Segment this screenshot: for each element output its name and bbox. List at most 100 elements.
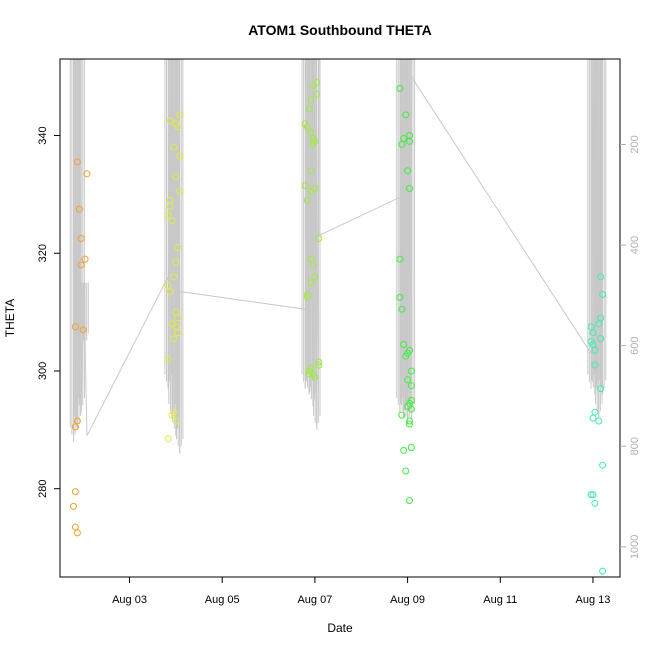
data-point: [164, 282, 172, 290]
data-point: [172, 417, 180, 425]
data-point: [315, 361, 323, 369]
data-point: [311, 273, 319, 281]
y-tick-label: 300: [37, 362, 49, 380]
y-axis-label: THETA: [3, 299, 17, 337]
data-point: [73, 529, 81, 537]
data-point: [589, 329, 597, 337]
data-point: [597, 273, 605, 281]
data-point: [305, 370, 313, 378]
data-point: [398, 140, 406, 148]
data-point: [309, 82, 317, 89]
y-tick-label: 320: [37, 244, 49, 262]
plot-frame: [59, 58, 621, 578]
data-point: [71, 423, 79, 431]
data-point: [595, 320, 603, 328]
data-point: [599, 461, 607, 469]
profile-path: [73, 58, 604, 454]
data-point: [402, 111, 410, 119]
right-tick-label: 400: [629, 236, 641, 254]
data-point: [402, 467, 410, 475]
data-point: [311, 373, 319, 381]
data-point: [396, 293, 404, 301]
data-point: [587, 323, 595, 331]
data-point: [170, 335, 178, 343]
data-point: [309, 140, 317, 148]
data-point: [77, 261, 85, 269]
data-point: [79, 326, 87, 334]
data-point: [307, 187, 315, 195]
data-point: [164, 355, 172, 363]
data-point: [172, 258, 180, 266]
y-tick-label: 280: [37, 480, 49, 498]
data-point: [301, 182, 309, 190]
data-point: [307, 96, 315, 104]
data-point: [396, 255, 404, 263]
data-point: [71, 523, 79, 531]
data-point: [398, 305, 406, 313]
data-point: [406, 417, 413, 425]
data-point: [307, 255, 315, 263]
data-point: [164, 211, 172, 219]
x-axis-label: Date: [327, 621, 353, 635]
right-tick-label: 600: [629, 336, 641, 354]
data-point: [77, 235, 85, 242]
y-tick-label: 340: [37, 126, 49, 144]
data-point: [591, 346, 599, 354]
data-point: [591, 361, 599, 369]
data-point: [170, 273, 178, 281]
data-point: [172, 173, 180, 181]
profile-line-layer: [69, 58, 607, 454]
data-point: [71, 488, 79, 496]
data-point: [305, 105, 313, 113]
data-point: [400, 446, 408, 454]
data-point: [166, 288, 174, 295]
data-point: [303, 291, 311, 298]
data-point: [307, 167, 315, 175]
data-point: [168, 411, 176, 419]
data-point: [407, 405, 415, 413]
data-point: [315, 235, 323, 242]
x-tick-label: Aug 09: [390, 594, 425, 606]
y-axis: 280 300 320 340: [37, 126, 60, 498]
x-axis: Aug 03 Aug 05 Aug 07 Aug 09 Aug 11 Aug 13: [112, 577, 610, 606]
chart-title: ATOM1 Southbound THETA: [248, 22, 432, 38]
data-point: [303, 293, 311, 301]
data-point: [587, 491, 595, 499]
data-point: [398, 411, 406, 419]
data-point: [83, 170, 91, 178]
right-tick-label: 1000: [629, 535, 641, 559]
data-point: [164, 435, 172, 443]
data-point: [406, 185, 413, 192]
data-point: [176, 152, 184, 160]
data-point: [174, 314, 182, 322]
x-tick-label: Aug 03: [112, 594, 147, 606]
data-point: [307, 279, 315, 287]
data-point: [407, 367, 415, 375]
right-axis: 200 400 600 800 1000: [620, 135, 641, 559]
data-point: [589, 491, 597, 499]
data-point: [599, 567, 607, 575]
x-tick-label: Aug 11: [483, 594, 517, 606]
x-tick-label: Aug 05: [205, 594, 240, 606]
data-point: [404, 167, 412, 175]
data-point: [406, 137, 413, 145]
data-point: [174, 243, 182, 251]
data-point: [396, 84, 404, 92]
data-point: [166, 202, 174, 210]
data-point: [73, 417, 81, 425]
data-point: [406, 420, 413, 428]
data-point: [400, 341, 408, 348]
data-point: [70, 502, 77, 510]
data-point: [303, 123, 311, 131]
data-point: [303, 196, 311, 204]
data-point: [174, 123, 182, 131]
data-point: [599, 291, 607, 298]
data-point: [174, 329, 182, 337]
data-point: [176, 111, 184, 119]
data-point: [589, 414, 597, 422]
data-point: [81, 255, 89, 263]
data-point: [591, 499, 599, 507]
data-point: [595, 417, 603, 425]
data-point: [309, 261, 317, 269]
